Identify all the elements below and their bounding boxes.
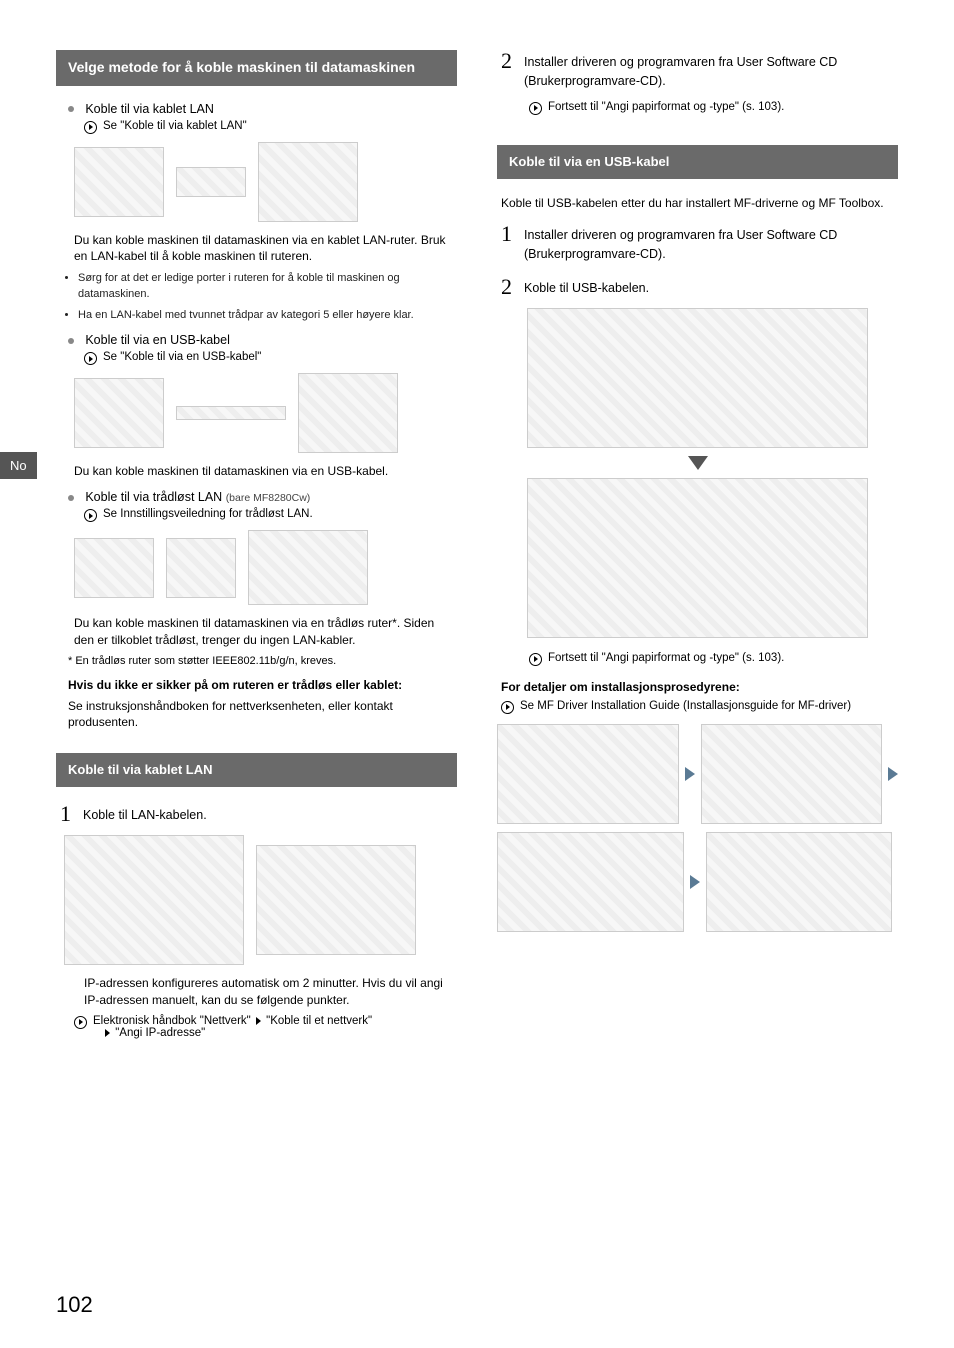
usb-illustration-block [527, 308, 868, 638]
computer-illustration [74, 147, 164, 217]
reference-line: Fortsett til "Angi papirformat og -type"… [529, 101, 898, 115]
step-text: Installer driveren og programvaren fra U… [524, 223, 894, 264]
details-heading: For detaljer om installasjonsprosedyrene… [501, 680, 894, 694]
reference-line: Se "Koble til via en USB-kabel" [84, 351, 457, 365]
document-pages-screenshot [706, 832, 893, 932]
reference-arrow-icon [529, 653, 542, 666]
step-number: 2 [501, 50, 512, 91]
step-1-usb: 1 Installer driveren og programvaren fra… [501, 223, 894, 264]
option-label: Koble til via kablet LAN [85, 102, 214, 116]
reference-text: Fortsett til "Angi papirformat og -type"… [548, 101, 784, 113]
step-number: 1 [60, 803, 71, 825]
reference-text: Se "Koble til via kablet LAN" [103, 120, 247, 132]
ip-note: IP-adressen konfigureres automatisk om 2… [84, 975, 445, 1009]
option-usb: Koble til via en USB-kabel [68, 333, 457, 347]
option-description: Du kan koble maskinen til datamaskinen v… [74, 463, 451, 480]
page-content: Velge metode for å koble maskinen til da… [0, 0, 954, 1083]
step-1-lan: 1 Koble til LAN-kabelen. [60, 803, 453, 825]
unsure-heading: Hvis du ikke er sikker på om ruteren er … [68, 677, 445, 694]
wifi-router-illustration [166, 538, 236, 598]
reference-line: Se "Koble til via kablet LAN" [84, 120, 457, 134]
reference-line: Elektronisk håndbok "Nettverk" "Koble ti… [74, 1015, 457, 1039]
illustration-row [64, 835, 457, 965]
reference-text: Fortsett til "Angi papirformat og -type"… [548, 652, 784, 664]
router-cable-illustration [256, 845, 416, 955]
page-number: 102 [56, 1292, 93, 1318]
installer-step-screenshot [497, 832, 684, 932]
reference-text: Se "Koble til via en USB-kabel" [103, 351, 261, 363]
reference-line: Se MF Driver Installation Guide (Install… [501, 700, 898, 714]
printer-illustration [298, 373, 398, 453]
ref-part: Elektronisk håndbok "Nettverk" [93, 1015, 254, 1027]
bullet-dot-icon [68, 495, 74, 501]
reference-arrow-icon [84, 509, 97, 522]
install-screenshot-grid [497, 724, 898, 824]
reference-line: Fortsett til "Angi papirformat og -type"… [529, 652, 898, 666]
option-wireless-lan: Koble til via trådløst LAN (bare MF8280C… [68, 490, 457, 504]
illustration-row [74, 373, 457, 453]
option-wired-lan: Koble til via kablet LAN [68, 102, 457, 116]
usb-cable-illustration [176, 406, 286, 420]
flow-arrow-icon [685, 767, 695, 781]
reference-line: Se Innstillingsveiledning for trådløst L… [84, 508, 457, 522]
computer-printer-usb-illustration [527, 478, 868, 638]
step-2-usb: 2 Koble til USB-kabelen. [501, 276, 894, 298]
illustration-row [74, 530, 457, 605]
bullet-dot-icon [68, 106, 74, 112]
step-2-install: 2 Installer driveren og programvaren fra… [501, 50, 894, 91]
reference-arrow-icon [501, 701, 514, 714]
ref-part: "Koble til et nettverk" [263, 1015, 372, 1027]
usb-intro: Koble til USB-kabelen etter du har insta… [501, 195, 894, 212]
step-number: 2 [501, 276, 512, 298]
printer-illustration [258, 142, 358, 222]
printer-lan-port-illustration [64, 835, 244, 965]
printer-wifi-illustration [248, 530, 368, 605]
option-label: Koble til via trådløst LAN (bare MF8280C… [85, 490, 310, 504]
computer-illustration [74, 378, 164, 448]
reference-text: Se Innstillingsveiledning for trådløst L… [103, 508, 313, 520]
printer-usb-port-illustration [527, 308, 868, 448]
router-illustration [176, 167, 246, 197]
reference-arrow-icon [84, 121, 97, 134]
install-screenshot-grid [497, 832, 898, 932]
option-description: Du kan koble maskinen til datamaskinen v… [74, 232, 451, 266]
step-text: Installer driveren og programvaren fra U… [524, 50, 894, 91]
reference-text: Se MF Driver Installation Guide (Install… [520, 700, 851, 712]
illustration-row [74, 142, 457, 222]
bullet-dot-icon [68, 338, 74, 344]
sub-bullet-item: Ha en LAN-kabel med tvunnet trådpar av k… [78, 308, 457, 323]
triangle-arrow-icon [105, 1029, 110, 1037]
reference-text: Elektronisk håndbok "Nettverk" "Koble ti… [93, 1015, 372, 1039]
option-description: Du kan koble maskinen til datamaskinen v… [74, 615, 451, 649]
option-label-main: Koble til via trådløst LAN [85, 490, 225, 504]
left-column: Velge metode for å koble maskinen til da… [56, 50, 457, 1043]
triangle-arrow-icon [256, 1017, 261, 1025]
sub-bullet-item: Sørg for at det er ledige porter i ruter… [78, 271, 457, 302]
reference-arrow-icon [529, 102, 542, 115]
option-label-note: (bare MF8280Cw) [226, 492, 311, 504]
ref-part: "Angi IP-adresse" [112, 1027, 205, 1039]
unsure-answer: Se instruksjonshåndboken for nettverksen… [68, 698, 445, 732]
section-header-method: Velge metode for å koble maskinen til da… [56, 50, 457, 86]
computer-wifi-illustration [74, 538, 154, 598]
right-column: 2 Installer driveren og programvaren fra… [497, 50, 898, 1043]
down-arrow-icon [688, 456, 708, 470]
section-header-usb: Koble til via en USB-kabel [497, 145, 898, 179]
section-header-wired-lan: Koble til via kablet LAN [56, 753, 457, 787]
flow-arrow-icon [888, 767, 898, 781]
sub-bullet-list: Sørg for at det er ledige porter i ruter… [78, 271, 457, 323]
step-number: 1 [501, 223, 512, 264]
language-tab: No [0, 452, 37, 479]
step-text: Koble til USB-kabelen. [524, 276, 894, 298]
flow-arrow-icon [690, 875, 700, 889]
installer-menu-screenshot [701, 724, 883, 824]
reference-arrow-icon [84, 352, 97, 365]
footnote-text: * En trådløs ruter som støtter IEEE802.1… [68, 655, 445, 667]
option-label: Koble til via en USB-kabel [85, 333, 230, 347]
cd-drive-screenshot [497, 724, 679, 824]
step-text: Koble til LAN-kabelen. [83, 803, 453, 825]
reference-arrow-icon [74, 1016, 87, 1029]
